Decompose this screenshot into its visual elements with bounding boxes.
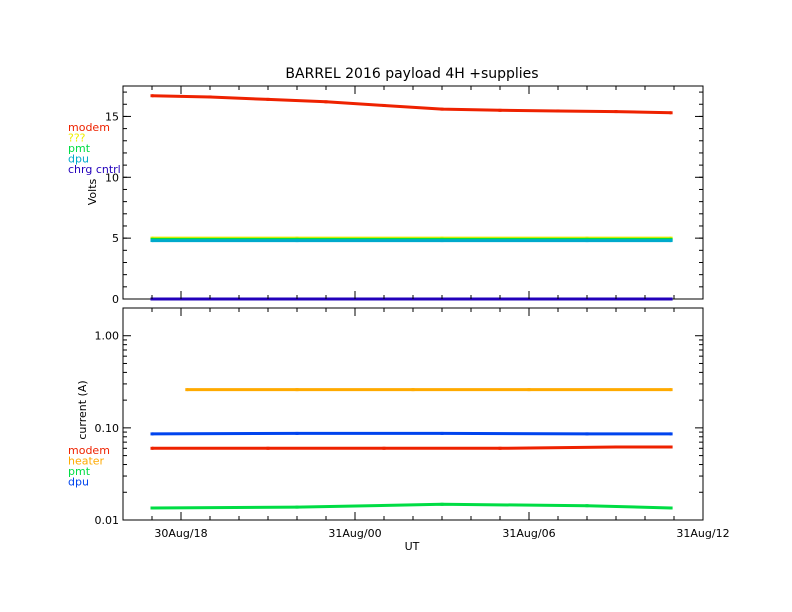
data-point	[440, 431, 444, 435]
data-point	[150, 446, 154, 450]
data-point	[669, 445, 673, 449]
data-point	[266, 446, 270, 450]
y-tick-label: 0.10	[95, 422, 120, 435]
series-chrg-cntrl	[150, 297, 673, 301]
data-point	[185, 388, 189, 392]
bottom-plot-frame	[122, 307, 704, 521]
x-tick-label: 31Aug/06	[502, 527, 555, 540]
data-point	[295, 239, 299, 243]
series-heater	[185, 388, 673, 392]
x-tick-label: 31Aug/12	[676, 527, 729, 540]
data-point	[440, 239, 444, 243]
data-point	[614, 445, 618, 449]
data-point	[324, 100, 328, 104]
data-point	[585, 504, 589, 508]
data-point	[382, 103, 386, 107]
data-point	[295, 388, 299, 392]
data-point	[440, 502, 444, 506]
bottom-y-ticks: 0.01 0.10 1.00	[95, 307, 703, 527]
series-dpu	[150, 239, 673, 243]
bottom-panel: 0.01 0.10 1.00 current (A) modemheaterpmtd…	[68, 307, 704, 527]
data-point	[266, 97, 270, 101]
data-point	[585, 239, 589, 243]
top-y-ticks: 0 5 10 15	[105, 91, 703, 306]
series-trace	[151, 94, 672, 115]
legend-entry: pmt	[68, 142, 91, 155]
y-tick-label: 10	[105, 171, 119, 184]
data-point	[295, 505, 299, 509]
chart-title: BARREL 2016 payload 4H +supplies	[285, 66, 538, 82]
data-point	[382, 446, 386, 450]
data-point	[498, 446, 502, 450]
data-point	[208, 95, 212, 99]
x-tick-label: 31Aug/00	[328, 527, 381, 540]
data-point	[669, 297, 673, 301]
y-tick-label: 0	[112, 293, 119, 306]
x-axis-ticks: 30Aug/18 31Aug/00 31Aug/06 31Aug/12	[122, 86, 730, 540]
data-point	[614, 110, 618, 114]
top-plot-frame	[122, 85, 704, 300]
series-trace	[151, 502, 672, 510]
y-tick-label: 0.01	[95, 514, 120, 527]
data-point	[498, 108, 502, 112]
data-point	[669, 239, 673, 243]
top-y-axis-label: Volts	[86, 178, 99, 205]
series-trace	[152, 445, 672, 450]
data-point	[150, 94, 154, 98]
y-tick-label: 5	[112, 232, 119, 245]
y-tick-label: 1.00	[95, 330, 120, 343]
data-point	[150, 239, 154, 243]
series-trace	[151, 431, 672, 436]
data-point	[585, 432, 589, 436]
bottom-series-group	[150, 388, 673, 510]
series-modem	[150, 445, 673, 450]
data-point	[150, 506, 154, 510]
legend-entry: ???	[68, 132, 86, 145]
legend-entry: dpu	[68, 153, 89, 166]
data-point	[556, 109, 560, 113]
legend-entry: chrg cntrl	[68, 163, 121, 176]
bottom-y-axis-label: current (A)	[76, 380, 89, 439]
legend-entry: modem	[68, 121, 110, 134]
data-point	[411, 388, 415, 392]
series-pmt	[150, 502, 673, 510]
series-dpu	[150, 431, 673, 436]
data-point	[527, 388, 531, 392]
data-point	[150, 432, 154, 436]
legend-entry: modem	[68, 444, 110, 457]
data-point	[440, 107, 444, 111]
x-tick-label: 30Aug/18	[154, 527, 207, 540]
data-point	[669, 388, 673, 392]
legend-entry: heater	[68, 455, 105, 468]
x-axis-label: UT	[405, 540, 420, 553]
data-point	[669, 506, 673, 510]
data-point	[295, 431, 299, 435]
data-point	[669, 111, 673, 115]
legend-entry: dpu	[68, 476, 89, 489]
data-point	[669, 432, 673, 436]
top-series-group	[150, 94, 673, 301]
series-modem	[150, 94, 673, 115]
legend-entry: pmt	[68, 465, 91, 478]
y-tick-label: 15	[105, 110, 119, 123]
